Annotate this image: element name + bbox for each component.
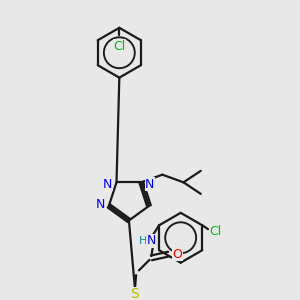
Text: N: N [147, 234, 156, 247]
Text: H: H [139, 236, 147, 246]
Text: Cl: Cl [113, 40, 125, 52]
Text: Cl: Cl [210, 224, 222, 238]
Text: N: N [103, 178, 112, 191]
Text: N: N [95, 197, 105, 211]
Text: O: O [172, 248, 182, 261]
Text: S: S [130, 287, 139, 300]
Text: N: N [145, 178, 154, 191]
